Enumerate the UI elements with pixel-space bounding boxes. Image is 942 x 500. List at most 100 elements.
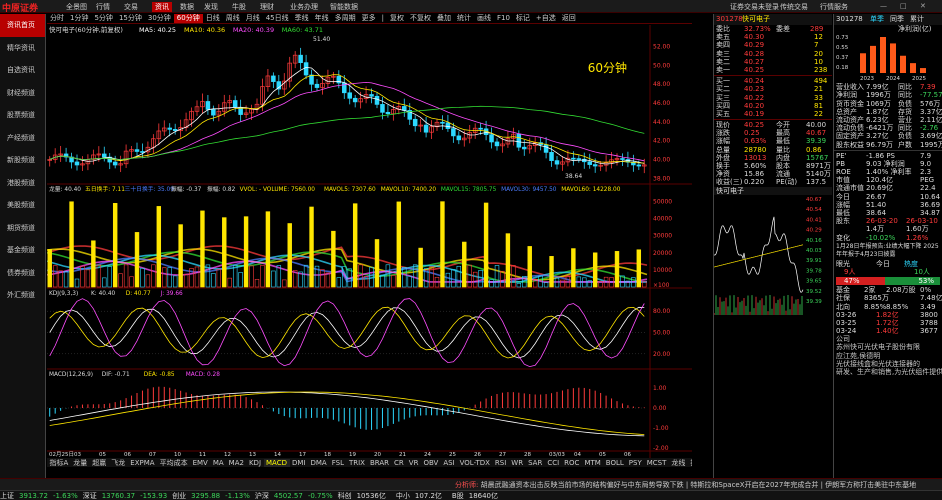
indicator-tab[interactable]: DMA [310, 459, 327, 467]
indicator-tab[interactable]: 平均成本 [159, 459, 188, 467]
menu-tab[interactable]: 全景图 [66, 3, 87, 11]
chart-toolbar-item[interactable]: 画线 [476, 14, 491, 22]
chart-toolbar-item[interactable]: 5分钟 [94, 14, 113, 22]
top-right-link[interactable]: 传统交易 [780, 3, 808, 11]
indicator-tab[interactable]: 指标 [688, 458, 692, 467]
indicator-tab[interactable]: MA2 [228, 459, 244, 467]
sidebar-item[interactable]: 股票频道 [7, 111, 35, 119]
chart-toolbar-item[interactable]: +自选 [535, 14, 556, 22]
sidebar-item[interactable]: 财经频道 [7, 88, 35, 97]
chart-toolbar-item[interactable]: 复权 [389, 14, 404, 22]
menu-tab[interactable]: 智能数据 [330, 3, 358, 11]
maximize-icon[interactable]: □ [900, 2, 907, 10]
chart-toolbar-item[interactable]: 周线 [225, 14, 240, 22]
chart-toolbar-item[interactable]: 季线 [294, 14, 309, 22]
indicator-tab[interactable]: TRIX [348, 459, 365, 467]
indicator-tab[interactable]: 飞龙 [111, 459, 126, 467]
sidebar-item[interactable]: 美股频道 [7, 201, 35, 209]
intraday-mini-chart[interactable]: 40.67 40.54 40.41 40.29 40.16 40.03 39.91 39.78… [713, 195, 832, 315]
indicator-tab[interactable]: MTM [584, 459, 601, 467]
indicator-tab[interactable]: CR [394, 459, 404, 467]
menu-tab[interactable]: 发现 [204, 3, 218, 11]
menu-tab[interactable]: 资讯 [152, 2, 172, 12]
indicator-tab[interactable]: MCST [646, 459, 667, 467]
close-icon[interactable]: ✕ [920, 2, 926, 10]
indicator-tab[interactable]: EMV [192, 459, 208, 467]
indicator-tab[interactable]: ROC [564, 459, 580, 467]
indicator-tab[interactable]: 指标A [49, 459, 69, 467]
indicator-tab[interactable]: 超赢 [92, 459, 107, 467]
top-right-link[interactable]: 证券交易未登录 [730, 3, 779, 11]
indicator-tab[interactable]: BRAR [369, 459, 390, 467]
indicator-tab[interactable]: FSL [331, 459, 344, 467]
menu-tab[interactable]: 理财 [260, 3, 274, 11]
chart-toolbar-item[interactable]: | [381, 14, 384, 22]
index-name[interactable]: 深证 [82, 492, 97, 500]
news-text[interactable]: 胡晨武融通资本出击反映当前市场的结构偏好与中东局势导致下跌 | 特斯拉和Spac… [480, 481, 917, 489]
indicator-tab[interactable]: 龙线 [671, 459, 686, 467]
chart-toolbar-item[interactable]: 返回 [561, 14, 576, 22]
menu-tab[interactable]: 牛股 [232, 3, 246, 11]
indicator-tab[interactable]: DMI [292, 459, 306, 467]
sidebar-item[interactable]: 精华资讯 [7, 43, 35, 52]
indicator-tab[interactable]: VR [408, 459, 419, 467]
sidebar-item[interactable]: 新股频道 [7, 156, 35, 164]
chart-toolbar-item[interactable]: 30分钟 [147, 14, 171, 22]
top-right-link[interactable]: 行情服务 [820, 3, 848, 11]
indicator-tab[interactable]: OBV [423, 459, 439, 467]
sidebar-item[interactable]: 产经频道 [7, 133, 35, 142]
indicator-tab[interactable]: EXPMA [130, 459, 155, 467]
chart-toolbar-item[interactable]: 45日线 [265, 14, 289, 22]
chart-toolbar-item[interactable]: 年线 [314, 14, 329, 22]
chart-toolbar-item[interactable]: 15分钟 [118, 14, 142, 22]
chart-toolbar-item[interactable]: 月线 [245, 14, 260, 22]
indicator-tab[interactable]: ASI [443, 459, 455, 467]
index-name[interactable]: 上证 [0, 492, 14, 500]
chart-toolbar-item[interactable]: 不复权 [409, 14, 431, 22]
index-name[interactable]: 创业 [172, 492, 187, 500]
sidebar-item[interactable]: 期货频道 [7, 223, 35, 232]
fin-tab[interactable]: 累计 [910, 15, 924, 23]
index-name[interactable]: 中小 [395, 492, 410, 500]
chart-toolbar-item[interactable]: 多周期 [334, 14, 356, 22]
chart-toolbar-item[interactable]: 标记 [515, 14, 530, 22]
chart-toolbar-item[interactable]: 统计 [456, 14, 471, 22]
kline-chart[interactable]: 快可电子(60分钟,前复权) MA5: 40.25 MA10: 40.36 MA20:… [47, 25, 692, 458]
sidebar-item[interactable]: 债券频道 [7, 268, 35, 277]
index-name[interactable]: 沪深 [254, 492, 269, 500]
notice[interactable]: 1月28日年报预告:业绩大幅下降 2025年年报于4月23日披露 [836, 242, 939, 258]
chart-toolbar-item[interactable]: 1分钟 [70, 14, 89, 22]
chart-toolbar-item[interactable]: 分时 [50, 14, 64, 22]
indicator-tab[interactable]: WR [511, 459, 524, 467]
indicator-tab[interactable]: PSY [628, 459, 642, 467]
menu-tab[interactable]: 数据 [180, 3, 194, 11]
indicator-tab[interactable]: MACD [263, 459, 290, 467]
sidebar-item[interactable]: 资讯首页 [0, 14, 45, 37]
menu-tab[interactable]: 业务办理 [290, 3, 318, 11]
news-ticker[interactable]: 分析师: 胡晨武融通资本出击反映当前市场的结构偏好与中东局势导致下跌 | 特斯拉… [0, 478, 942, 490]
chart-toolbar-item[interactable]: 叠加 [436, 14, 451, 22]
indicator-tab[interactable]: MA [212, 459, 224, 467]
chart-toolbar-item[interactable]: F10 [496, 14, 510, 22]
fin-tab[interactable]: 单季 [870, 15, 884, 23]
sidebar-item[interactable]: 外汇频道 [7, 291, 35, 299]
minimize-icon[interactable]: — [880, 2, 887, 10]
indicator-tab[interactable]: KDJ [248, 459, 262, 467]
indicator-tab[interactable]: BOLL [605, 459, 624, 467]
chart-toolbar-item[interactable]: 更多 [361, 14, 376, 22]
indicator-tab[interactable]: SAR [528, 459, 543, 467]
indicator-tab[interactable]: CCI [547, 459, 560, 467]
fin-tab[interactable]: 同季 [890, 15, 904, 23]
sidebar-item[interactable]: 港股频道 [7, 178, 35, 187]
index-name[interactable]: 科创 [337, 492, 352, 500]
indicator-tab[interactable]: VOL-TDX [459, 459, 490, 467]
indicator-tab[interactable]: RSI [494, 459, 507, 467]
menu-tab[interactable]: 行情 [96, 3, 110, 11]
indicator-tab[interactable]: 龙量 [73, 459, 88, 467]
sidebar-item[interactable]: 自选资讯 [7, 66, 35, 74]
index-name[interactable]: B股 [451, 492, 464, 500]
chart-toolbar-item[interactable]: 日线 [205, 14, 220, 22]
sidebar-item[interactable]: 基金频道 [7, 246, 35, 254]
chart-toolbar-item[interactable]: 60分钟 [173, 14, 203, 23]
menu-tab[interactable]: 交易 [124, 3, 138, 11]
